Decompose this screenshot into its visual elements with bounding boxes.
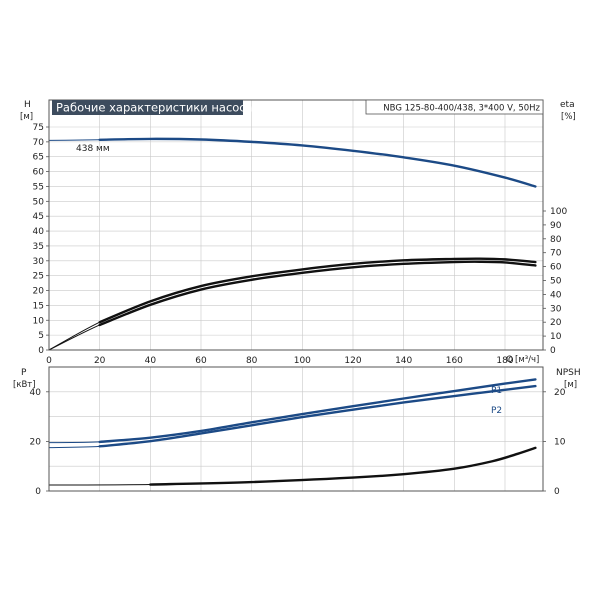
y-left-label-bottom: P — [21, 368, 27, 378]
y-left-tick-label-top: 60 — [33, 168, 45, 178]
y-right-tick-label-top: 40 — [550, 290, 562, 300]
y-left-tick-label-top: 35 — [33, 242, 44, 252]
y-right-tick-label-top: 50 — [550, 277, 562, 287]
x-tick-label: 60 — [195, 356, 207, 366]
bottom-chart-grid — [49, 367, 543, 491]
efficiency-curve-2 — [98, 260, 537, 327]
y-right-label-bottom: NPSH — [556, 368, 581, 378]
x-unit-top: [м³/ч] — [515, 355, 539, 365]
x-tick-label: 100 — [294, 356, 311, 366]
head-curve — [98, 137, 537, 188]
tick-labels-layer: 0 20 40 60 80 100 120 140 160 1800510152025303540… — [30, 123, 568, 497]
p1-curve-label: P1 — [491, 386, 502, 396]
p2-power-curve — [98, 384, 537, 448]
y-right-tick-label-top: 100 — [550, 207, 567, 217]
y-right-label-top: eta — [560, 100, 575, 110]
impeller-diameter-annotation: 438 мм — [76, 144, 110, 154]
efficiency-curve-1 — [98, 257, 537, 324]
y-left-tick-label-top: 75 — [33, 123, 44, 133]
y-left-tick-label-top: 0 — [38, 346, 44, 356]
x-tick-label: 180 — [496, 356, 513, 366]
top-chart-frame — [48, 99, 544, 351]
y-right-tick-label-top: 30 — [550, 304, 562, 314]
y-left-tick-label-top: 25 — [33, 272, 44, 282]
y-left-tick-label-bottom: 0 — [35, 487, 41, 497]
y-left-tick-label-top: 40 — [33, 227, 45, 237]
x-tick-label: 20 — [94, 356, 106, 366]
bottom-chart-frame — [48, 366, 544, 492]
npsh-curve — [149, 446, 537, 486]
y-left-unit-bottom: [кВт] — [13, 380, 36, 390]
top-chart-grid — [49, 100, 543, 350]
curves-layer — [48, 137, 537, 486]
x-tick-label: 0 — [46, 356, 52, 366]
y-left-tick-label-top: 70 — [33, 138, 45, 148]
x-tick-label: 40 — [145, 356, 157, 366]
title-background — [52, 100, 243, 115]
y-left-tick-label-top: 10 — [33, 316, 45, 326]
y-left-tick-label-top: 55 — [33, 182, 44, 192]
y-left-tick-label-top: 30 — [33, 257, 45, 267]
x-tick-label: 160 — [446, 356, 463, 366]
y-right-tick-label-top: 90 — [550, 221, 562, 231]
p1-power-curve — [98, 378, 537, 444]
y-right-tick-label-top: 10 — [550, 332, 562, 342]
x-tick-label: 80 — [246, 356, 258, 366]
y-left-label-top: H — [24, 100, 31, 110]
y-left-tick-label-top: 50 — [33, 197, 45, 207]
x-tick-label: 120 — [344, 356, 361, 366]
y-right-tick-label-bottom: 0 — [554, 487, 560, 497]
p2-curve-label: P2 — [491, 406, 502, 416]
y-left-tick-label-top: 45 — [33, 212, 44, 222]
y-left-unit-top: [м] — [20, 112, 33, 122]
y-right-tick-label-top: 0 — [550, 346, 556, 356]
x-tick-label: 140 — [395, 356, 412, 366]
model-label: NBG 125-80-400/438, 3*400 V, 50Hz — [383, 104, 540, 114]
x-label-top: Q — [506, 355, 513, 365]
y-right-tick-label-top: 70 — [550, 249, 562, 259]
chart-title: Рабочие характеристики насоса — [56, 101, 253, 115]
y-left-tick-label-top: 20 — [33, 287, 45, 297]
y-right-unit-bottom: [м] — [564, 380, 577, 390]
head-curve-thin — [48, 138, 536, 187]
y-right-tick-label-top: 20 — [550, 318, 562, 328]
y-left-tick-label-top: 15 — [33, 301, 44, 311]
y-left-tick-label-bottom: 40 — [30, 388, 42, 398]
y-left-tick-label-top: 65 — [33, 153, 44, 163]
y-right-tick-label-bottom: 10 — [554, 437, 566, 447]
efficiency-curve-1-thin — [48, 258, 536, 351]
y-right-unit-top: [%] — [561, 112, 576, 122]
model-box — [365, 99, 544, 115]
y-right-tick-label-bottom: 20 — [554, 388, 566, 398]
y-left-tick-label-top: 5 — [38, 331, 44, 341]
y-left-tick-label-bottom: 20 — [30, 437, 42, 447]
y-right-tick-label-top: 60 — [550, 263, 562, 273]
y-right-tick-label-top: 80 — [550, 235, 562, 245]
